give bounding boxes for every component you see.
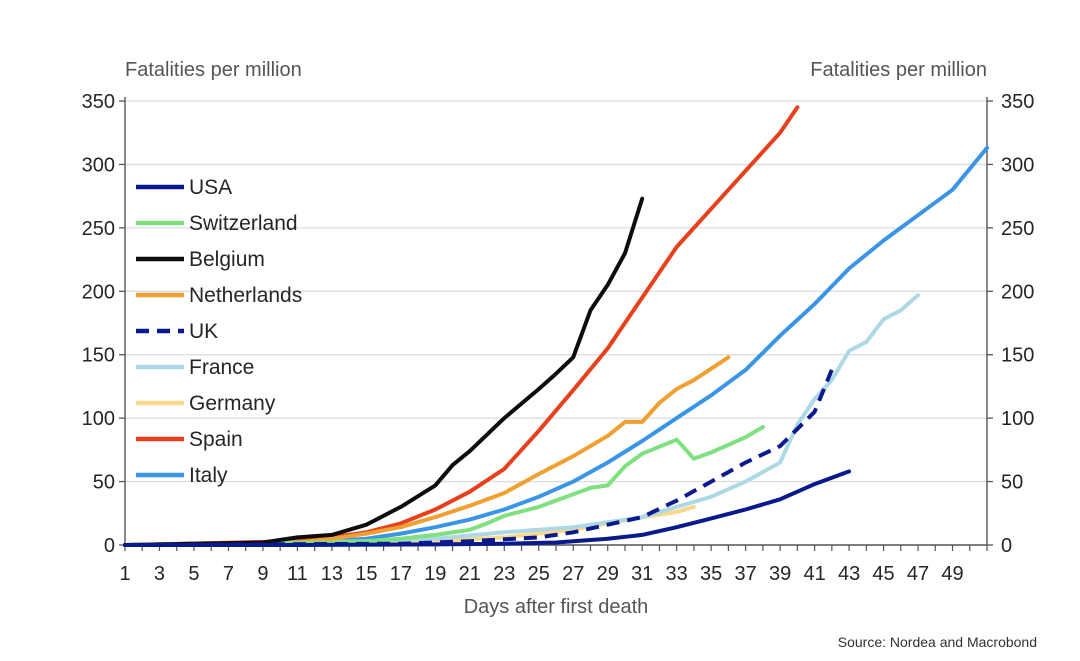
y-tick-label-right: 300 (1001, 154, 1034, 176)
x-tick-label: 43 (838, 563, 860, 585)
y-tick-label-left: 50 (93, 472, 115, 494)
x-tick-label: 19 (424, 563, 446, 585)
y-tick-label-right: 50 (1001, 472, 1023, 494)
x-tick-label: 27 (562, 563, 584, 585)
x-tick-label: 23 (493, 563, 515, 585)
x-tick-label: 11 (287, 563, 308, 585)
series-line-italy (123, 145, 989, 547)
y-tick-label-left: 250 (82, 218, 115, 240)
series-line-netherlands (123, 355, 731, 547)
x-tick-label: 1 (119, 563, 130, 585)
source-note: Source: Nordea and Macrobond (838, 634, 1037, 650)
series-line-usa (123, 469, 852, 547)
left-axis-title: Fatalities per million (125, 59, 302, 81)
x-tick-label: 15 (355, 563, 377, 585)
x-tick-label: 33 (666, 563, 688, 585)
x-tick-label: 21 (459, 563, 481, 585)
x-tick-label: 45 (872, 563, 894, 585)
x-tick-label: 41 (803, 563, 825, 585)
gridlines (125, 100, 987, 483)
axes: 0 0 50 50 100 100 150 150 200 200 250 250 300 300 350 3… (82, 91, 1035, 585)
y-tick-label-right: 200 (1001, 281, 1034, 303)
y-tick-label-left: 0 (104, 535, 115, 557)
right-axis-title: Fatalities per million (810, 59, 987, 81)
x-tick-label: 49 (941, 563, 963, 585)
x-tick-label: 35 (700, 563, 722, 585)
x-tick-label: 37 (735, 563, 757, 585)
x-tick-label: 31 (631, 563, 653, 585)
y-tick-label-right: 100 (1001, 408, 1034, 430)
series-line-switzerland (123, 425, 765, 547)
x-tick-label: 47 (907, 563, 929, 585)
x-tick-label: 7 (223, 563, 234, 585)
y-tick-label-right: 150 (1001, 345, 1034, 367)
x-tick-label: 25 (528, 563, 550, 585)
y-tick-label-right: 350 (1001, 91, 1034, 113)
x-tick-label: 17 (390, 563, 412, 585)
y-tick-label-left: 200 (82, 281, 115, 303)
legend-label-france: France (189, 356, 254, 379)
legend-label-italy: Italy (189, 464, 228, 487)
series-line-uk (124, 369, 834, 547)
y-tick-label-left: 300 (82, 154, 115, 176)
legend-label-uk: UK (189, 320, 218, 343)
series-line-belgium (123, 196, 645, 547)
y-tick-label-left: 100 (82, 408, 115, 430)
y-tick-label-left: 350 (82, 91, 115, 113)
series-line-france (123, 293, 920, 547)
legend: USA Switzerland Belgium Netherlands UK France… (136, 176, 302, 487)
x-axis-title: Days after first death (464, 596, 649, 618)
x-tick-label: 39 (769, 563, 791, 585)
x-tick-label: 29 (597, 563, 619, 585)
y-tick-label-right: 0 (1001, 535, 1012, 557)
series-lines (123, 105, 989, 547)
x-tick-label: 5 (188, 563, 199, 585)
legend-label-belgium: Belgium (189, 248, 265, 271)
legend-label-germany: Germany (189, 392, 276, 415)
y-tick-label-right: 250 (1001, 218, 1034, 240)
x-tick-label: 13 (321, 563, 343, 585)
legend-label-netherlands: Netherlands (189, 284, 302, 307)
legend-label-switzerland: Switzerland (189, 212, 298, 235)
legend-label-spain: Spain (189, 428, 243, 451)
y-tick-label-left: 150 (82, 345, 115, 367)
legend-label-usa: USA (189, 176, 232, 199)
x-tick-label: 9 (257, 563, 268, 585)
x-tick-label: 3 (154, 563, 165, 585)
